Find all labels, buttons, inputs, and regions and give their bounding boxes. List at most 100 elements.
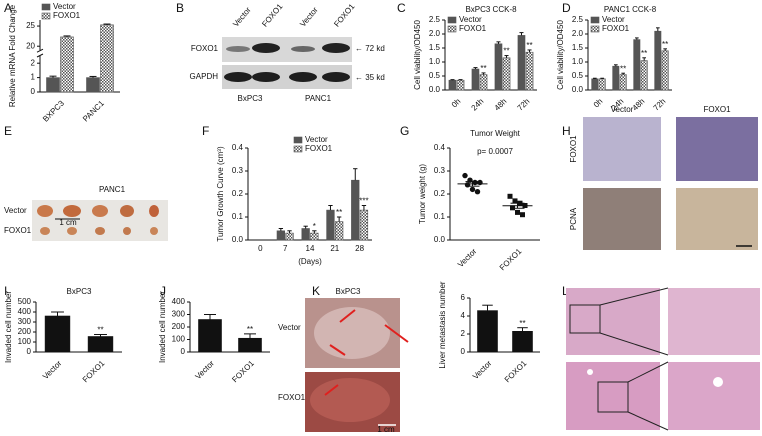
chart: 0 1 2 20 25 Relative mRNA Fold Change BXPC3 PAN… [8,2,120,124]
x-tick-label: 14 [306,244,315,253]
x-tick-label: 72h [516,97,532,113]
axis-break [36,48,44,53]
point [520,212,525,218]
legend-label: FOXO1 [459,24,487,33]
y-tick-label: 300 [18,317,32,326]
chart: 0.0 0.5 1.0 1.5 2.0 2.5 Cell viability/OD450 Bx… [413,5,537,113]
significance: ** [503,47,509,56]
lane-label: FOXO1 [260,2,285,29]
band [252,43,280,53]
y-tick-label: 2.0 [572,29,584,38]
bar [591,78,599,91]
bar [654,30,662,91]
tumor-photo: PANC1 1 cm Vector FOXO1 [4,185,168,241]
y-tick-label: 0.5 [572,71,584,80]
y-axis-label: Liver metastasis number [438,281,447,368]
x-tick-label: FOXO1 [503,358,529,384]
x-tick-label: FOXO1 [498,246,524,272]
row-label: GAPDH [190,72,219,81]
tumor [120,205,134,217]
chart: 0.0 0.5 1.0 1.5 2.0 2.5 Cell viability/OD450 PA… [556,5,672,113]
chart: 0 100 200 300 400 Invaded cell number Vector FO… [158,291,270,384]
y-tick-label: 0.4 [434,143,446,152]
x-tick-label: 48h [493,97,509,113]
bar [448,79,457,91]
histology [566,287,760,431]
x-tick-label: 0h [592,97,605,110]
x-tick-label: PANC1 [81,98,106,123]
y-tick-label: 2.0 [429,29,441,38]
y-axis-label: Invaded cell number [158,291,167,363]
y-tick-label: 0.1 [232,212,244,221]
legend-swatch [447,16,457,24]
group-label: BxPC3 [238,94,263,103]
x-tick-label: 24h [470,97,486,113]
panel-label: G [400,124,409,138]
bar [310,232,319,241]
y-axis-label: Cell viability/OD450 [556,20,565,90]
y-tick-label: 2.5 [572,15,584,24]
y-tick-label: 0.0 [572,85,584,94]
liver-photos: BxPC3 1 cm Vector FOXO1 [278,287,409,434]
point [464,182,471,188]
y-tick-label: 0.2 [232,189,244,198]
x-tick-label: BXPC3 [41,98,66,123]
significance: ** [641,49,647,58]
x-tick-label: Vector [193,359,216,382]
y-tick-label: 0 [461,347,466,356]
bar [456,79,465,91]
y-axis-label: Invaded cell number [4,291,13,363]
band [224,72,252,82]
y-tick-label: 400 [172,297,186,306]
bar [479,74,488,91]
significance: ** [526,41,532,50]
tumor [63,205,81,217]
y-axis-label: Tumor Growth Curve (cm³) [216,146,225,242]
significance: * [313,222,316,231]
scale-label: 1 cm [59,218,77,227]
size-marker: ← 72 kd [355,44,385,53]
significance: ** [620,64,626,73]
group-label: PANC1 [305,94,332,103]
chart-title: Tumor Weight [470,129,521,138]
bar [640,60,648,91]
band [226,46,250,52]
panel-label: E [4,124,12,138]
bar [44,315,71,353]
bar [471,68,480,91]
bar [517,35,526,91]
chart-title: BxPC3 CCK-8 [465,5,517,14]
y-tick-label: 25 [26,21,35,30]
chart-title: PANC1 CCK-8 [604,5,657,14]
y-tick-label: 2 [31,58,36,67]
tumor [37,205,53,217]
row-label: FOXO1 [278,393,306,402]
panel-label: K [312,284,320,298]
x-tick-label: 21 [330,244,339,253]
zoom-line [627,361,669,383]
bar [612,65,620,91]
point [467,177,473,183]
x-tick-label: 72h [652,97,668,113]
bar [619,74,627,91]
legend-swatch [293,136,303,144]
bar [87,336,114,353]
bar [276,230,285,241]
row-label: FOXO1 [569,135,578,163]
vessel [587,369,593,375]
y-tick-label: 1 [31,73,36,82]
legend-label: FOXO1 [602,24,630,33]
y-tick-label: 4 [461,311,466,320]
point [462,172,468,179]
ihc-tile [583,188,661,250]
annotation: p= 0.0007 [477,147,513,156]
row-label: FOXO1 [191,44,219,53]
lane-label: Vector [298,5,320,28]
bar [633,39,641,91]
row-label: Vector [4,206,27,215]
zoom-line [599,287,669,306]
bar [502,57,511,91]
x-tick-label: Vector [471,359,494,382]
liver [314,307,390,359]
y-tick-label: 300 [172,310,186,319]
